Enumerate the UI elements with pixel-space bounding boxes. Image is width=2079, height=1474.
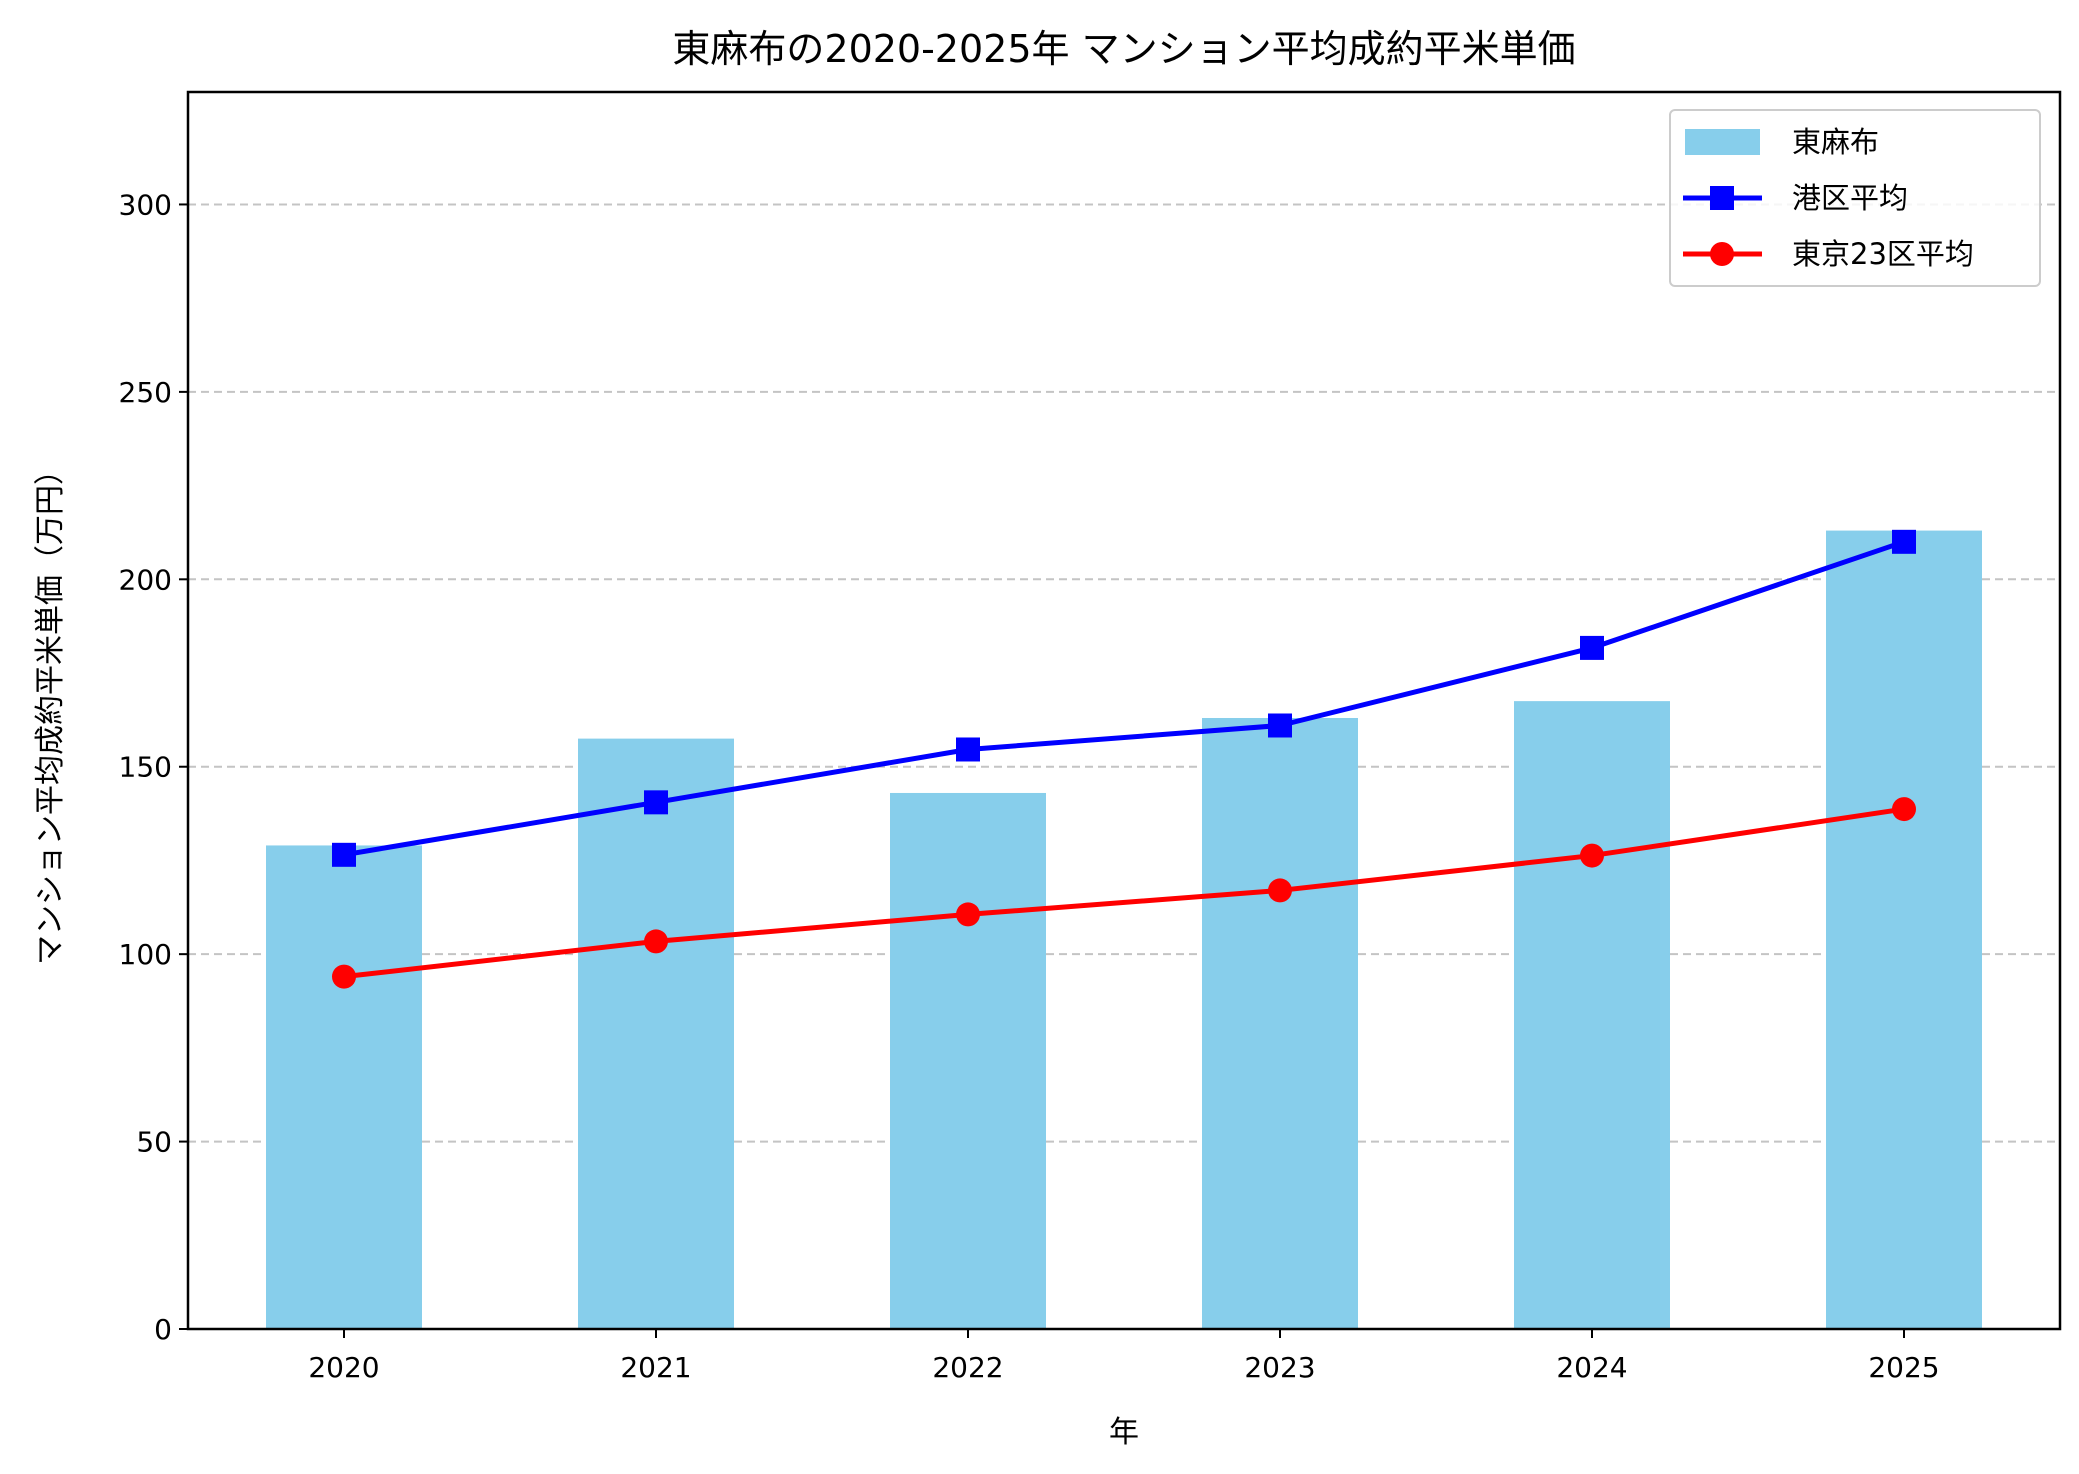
square-marker [956,737,980,762]
square-marker [1710,186,1734,210]
x-tick-label: 2022 [932,1351,1003,1384]
square-marker [644,790,668,815]
y-tick-label: 0 [154,1313,172,1346]
legend-label: 港区平均 [1792,181,1908,215]
x-axis-label: 年 [1109,1415,1139,1450]
y-tick-label: 150 [119,751,172,784]
x-tick-label: 2020 [308,1351,379,1384]
legend-label: 東麻布 [1792,125,1879,159]
bar [266,845,422,1329]
circle-marker [332,964,356,989]
y-tick-label: 200 [119,563,172,596]
chart-title: 東麻布の2020-2025年 マンション平均成約平米単価 [672,27,1575,71]
square-marker [1268,713,1292,738]
square-marker [1580,635,1604,660]
x-tick-label: 2021 [620,1351,691,1384]
bar [1826,530,1982,1329]
y-tick-label: 300 [119,188,172,221]
y-tick-label: 100 [119,938,172,971]
square-marker [332,842,356,867]
circle-marker [1580,843,1604,868]
y-tick-label: 50 [136,1126,172,1159]
x-tick-label: 2025 [1868,1351,1939,1384]
bar [1202,717,1358,1329]
y-axis-label: マンション平均成約平米単価（万円） [33,455,68,965]
x-tick-label: 2023 [1244,1351,1315,1384]
plot-frame [186,90,2062,1331]
circle-marker [1268,878,1292,903]
circle-marker [956,902,980,927]
bar [890,792,1046,1329]
circle-marker [1892,797,1916,822]
series-line [343,539,1905,858]
y-tick-label: 250 [119,376,172,409]
legend-label: 東京23区平均 [1792,237,1974,271]
circle-marker [1710,242,1734,266]
bar [578,738,734,1329]
series-line [343,806,1905,980]
x-tick-label: 2024 [1556,1351,1627,1384]
square-marker [1892,529,1916,554]
bar [1514,701,1670,1329]
circle-marker [644,929,668,954]
legend-swatch [1685,129,1760,155]
